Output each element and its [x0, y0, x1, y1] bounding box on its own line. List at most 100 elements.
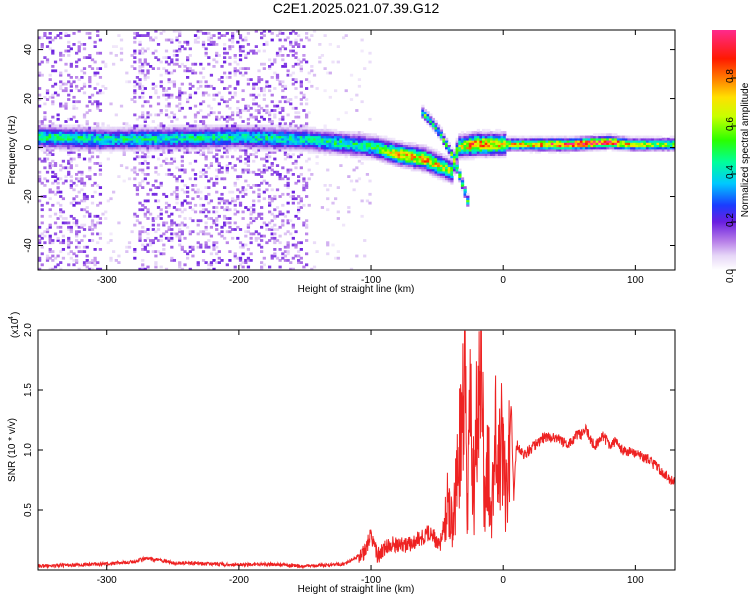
- spectrogram-cell: [186, 128, 190, 132]
- spectrogram-cell: [627, 144, 631, 148]
- spectrogram-cell: [75, 219, 79, 223]
- spectrogram-cell: [299, 261, 303, 264]
- spectrogram-cell: [291, 162, 295, 165]
- spectrogram-cell: [101, 84, 105, 88]
- spectrogram-cell: [96, 34, 100, 37]
- spectrogram-cell: [262, 144, 266, 148]
- spectrogram-cell: [299, 166, 303, 170]
- spectrogram-cell: [460, 133, 465, 137]
- spectrogram-cell: [117, 128, 121, 132]
- spectrogram-cell: [93, 148, 97, 152]
- spectrogram-cell: [90, 223, 95, 227]
- spectrogram-cell: [141, 62, 145, 66]
- spectrogram-cell: [207, 151, 211, 154]
- spectrogram-cell: [51, 122, 55, 126]
- spectrogram-cell: [305, 137, 309, 141]
- spectrogram-cell: [291, 131, 295, 134]
- spectrogram-cell: [379, 144, 383, 148]
- spectrogram-cell: [204, 126, 208, 130]
- spectrogram-cell: [204, 232, 208, 236]
- spectrogram-cell: [368, 135, 372, 139]
- spectrogram-cell: [93, 87, 97, 90]
- spectrogram-cell: [178, 131, 182, 134]
- spectrogram-cell: [175, 177, 179, 181]
- spectrogram-cell: [471, 151, 475, 154]
- spectrogram-cell: [305, 140, 309, 143]
- spectrogram-cell: [135, 214, 140, 218]
- spectrogram-cell: [101, 137, 105, 141]
- spectrogram-cell: [476, 153, 481, 156]
- spectrogram-cell: [447, 155, 451, 159]
- spectrogram-cell: [212, 259, 216, 262]
- spectrogram-cell: [265, 144, 269, 148]
- spectrogram-cell: [51, 203, 55, 207]
- spectrogram-cell: [291, 137, 295, 141]
- spectrogram-cell: [252, 131, 256, 134]
- snr-y-axis-label: SNR (10 * v/v): [7, 418, 18, 482]
- spectrogram-cell: [445, 159, 449, 163]
- spectrogram-cell: [212, 93, 216, 97]
- spectrogram-cell: [217, 142, 221, 145]
- spectrogram-cell: [138, 181, 142, 185]
- spectrogram-cell: [191, 84, 195, 88]
- spectrogram-cell: [603, 142, 607, 145]
- spectrogram-cell: [67, 98, 71, 101]
- spectrogram-cell: [196, 241, 200, 245]
- spectrogram-cell: [487, 153, 491, 156]
- spectrogram-cell: [61, 234, 66, 238]
- spectrogram-cell: [154, 30, 158, 33]
- spectrogram-cell: [426, 151, 430, 154]
- spectrogram-cell: [138, 34, 142, 37]
- spectrogram-cell: [45, 148, 50, 152]
- spectrogram-cell: [394, 153, 399, 156]
- spectrogram-cell: [59, 71, 63, 75]
- spectrogram-cell: [77, 146, 81, 150]
- spectrogram-cell: [233, 164, 237, 167]
- spectrogram-cell: [104, 140, 108, 143]
- spectrogram-cell: [45, 157, 50, 161]
- snr-y-tick-label: 1.0: [23, 443, 34, 457]
- spectrogram-cell: [119, 164, 124, 167]
- spectrogram-cell: [183, 91, 187, 95]
- spectrogram-cell: [207, 201, 211, 205]
- spectrogram-cell: [423, 166, 428, 170]
- spectrogram-cell: [204, 245, 208, 249]
- spectrogram-cell: [51, 146, 55, 150]
- spectrogram-cell: [48, 208, 52, 212]
- spectrogram-cell: [201, 131, 206, 134]
- spectrogram-cell: [246, 223, 251, 227]
- spectrogram-cell: [315, 133, 319, 137]
- spectrogram-cell: [122, 148, 126, 152]
- spectrogram-cell: [423, 164, 428, 167]
- spectrogram-cell: [215, 219, 219, 223]
- spectrogram-cell: [48, 162, 52, 165]
- spectrogram-cell: [180, 221, 184, 225]
- spectrogram-cell: [188, 54, 192, 57]
- spectrogram-cell: [38, 120, 42, 123]
- spectrogram-cell: [466, 192, 470, 196]
- spectrogram-cell: [77, 137, 81, 141]
- spectrogram-cell: [117, 34, 121, 37]
- spectrogram-cell: [75, 106, 79, 110]
- spectrogram-cell: [561, 148, 565, 152]
- spectrogram-cell: [299, 146, 303, 150]
- spectrogram-cell: [178, 214, 182, 218]
- spectrogram-cell: [291, 195, 295, 198]
- spectrogram-cell: [215, 128, 219, 132]
- spectrogram-cell: [397, 164, 401, 167]
- spectrogram-cell: [112, 140, 116, 143]
- spectrogram-cell: [96, 162, 100, 165]
- spectrogram-cell: [183, 151, 187, 154]
- spectrogram-cell: [307, 137, 311, 141]
- spectrogram-cell: [431, 170, 436, 174]
- spectrogram-cell: [191, 230, 195, 234]
- spectrogram-cell: [85, 259, 89, 262]
- spectrogram-cell: [204, 142, 208, 145]
- spectrogram-cell: [130, 137, 134, 141]
- spectrogram-cell: [344, 111, 348, 115]
- spectrogram-cell: [252, 159, 256, 163]
- spectrogram-cell: [96, 128, 100, 132]
- spectrogram-cell: [445, 148, 449, 152]
- spectrogram-cell: [400, 153, 404, 156]
- spectrogram-cell: [188, 151, 192, 154]
